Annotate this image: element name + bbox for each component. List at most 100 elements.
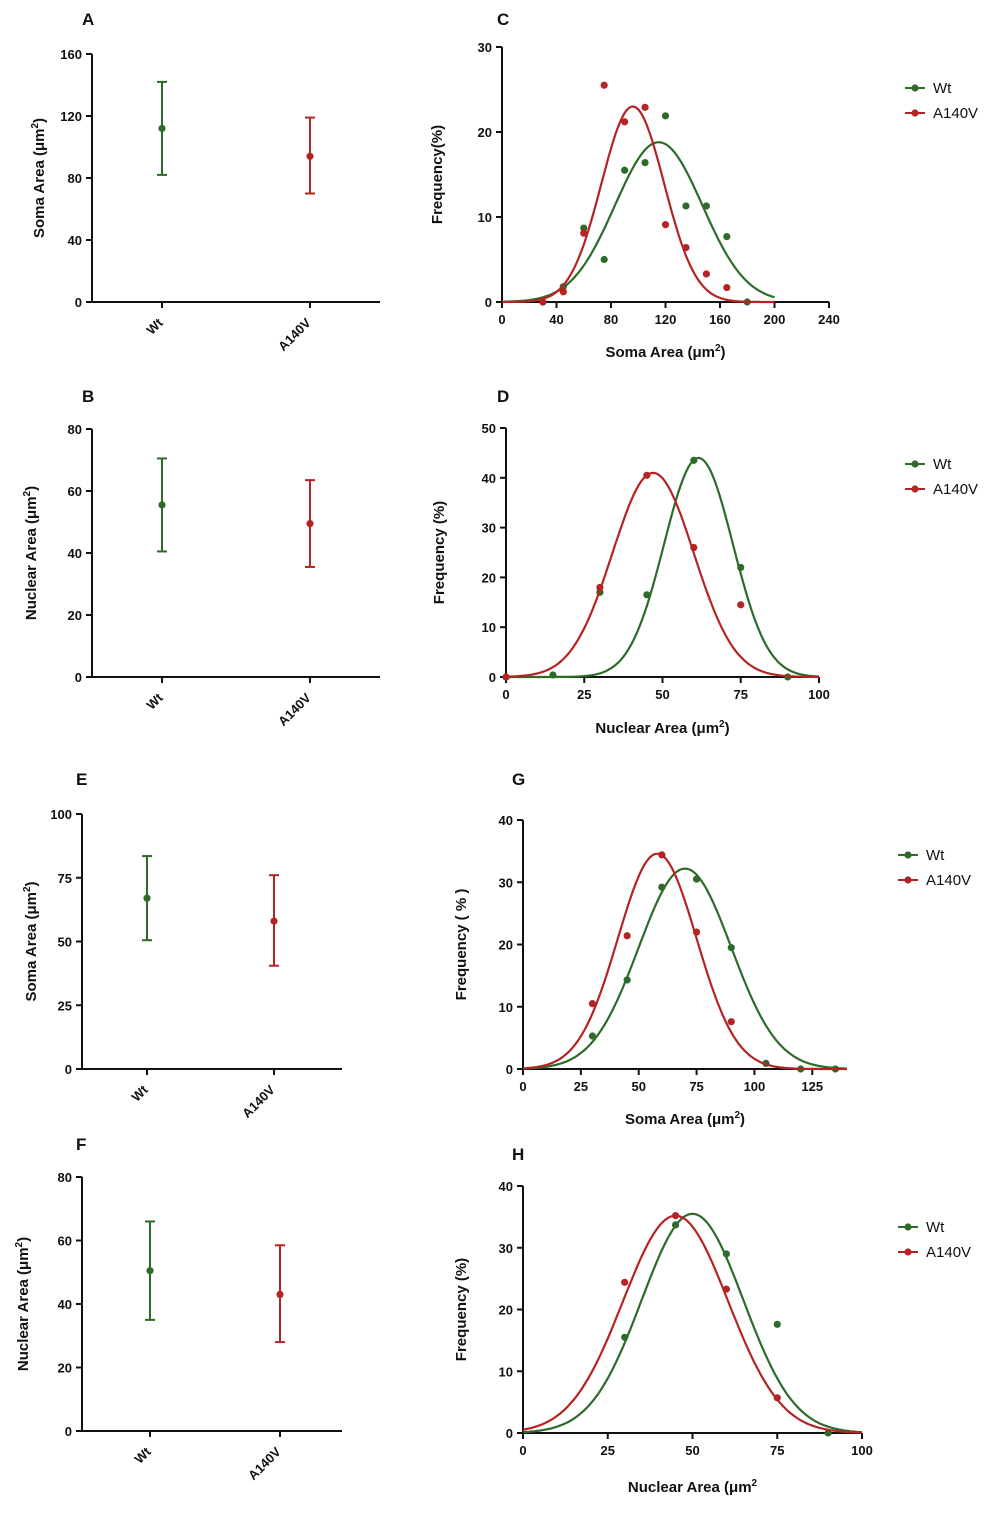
legend-marker — [904, 876, 912, 884]
y-tick-label: 30 — [478, 40, 492, 55]
y-tick-label: 20 — [478, 125, 492, 140]
legend-label: Wt — [926, 1219, 945, 1236]
panel-label: B — [82, 387, 94, 406]
category-label: Wt — [143, 690, 166, 713]
fit-curve — [522, 867, 848, 1070]
y-axis-label-text: Frequency (%) — [453, 1258, 470, 1361]
data-point — [588, 1032, 597, 1040]
legend-marker — [904, 851, 912, 859]
y-axis-label: Frequency ( % ) — [453, 889, 470, 1001]
category-label: A140V — [245, 1444, 284, 1483]
y-tick-label: 50 — [58, 935, 72, 950]
mean-point — [270, 917, 278, 925]
panel-h: H 0 10 20 30 40 Frequency (%) 0 25 50 75 100 Nuclear… — [453, 1145, 971, 1496]
panel-label: D — [497, 387, 509, 406]
x-tick-label: 75 — [770, 1443, 784, 1458]
y-axis-label-text: Nuclear Area (μm — [15, 1247, 32, 1371]
y-tick-label: 0 — [506, 1062, 513, 1077]
data-point — [623, 976, 631, 984]
fit-curve — [502, 105, 775, 304]
x-axis-label-sup: 2 — [752, 1478, 758, 1489]
y-tick-label: 20 — [58, 1361, 72, 1376]
data-point — [722, 1285, 731, 1293]
data-point — [621, 1333, 629, 1341]
data-point — [539, 298, 547, 306]
panel-label: H — [512, 1145, 524, 1164]
fit-curve — [502, 141, 775, 303]
data-point — [692, 928, 701, 936]
legend: Wt A140V — [898, 1219, 971, 1261]
y-tick-label: 40 — [482, 471, 496, 486]
legend: Wt A140V — [905, 80, 978, 122]
legend-label: A140V — [933, 481, 978, 498]
x-tick-label: 25 — [601, 1443, 615, 1458]
y-tick-label: 10 — [482, 620, 496, 635]
x-tick-label: 100 — [808, 687, 830, 702]
y-axis-label-tail: ) — [23, 486, 40, 491]
y-tick-label: 40 — [499, 813, 513, 828]
y-tick-label: 60 — [58, 1234, 72, 1249]
x-axis-label-tail: ) — [725, 720, 730, 737]
series-wt — [522, 1212, 863, 1437]
y-tick-label: 60 — [68, 484, 82, 499]
y-tick-label: 0 — [75, 670, 82, 685]
data-point — [580, 224, 588, 232]
data-point — [623, 932, 631, 940]
x-tick-label: 50 — [685, 1443, 699, 1458]
data-point — [722, 1250, 731, 1258]
data-point — [727, 1018, 735, 1026]
legend-label: Wt — [926, 847, 945, 864]
y-tick-label: 100 — [50, 807, 72, 822]
y-axis-label: Frequency(%) — [429, 125, 446, 224]
y-tick-label: 20 — [499, 1303, 513, 1318]
x-axis-label-tail: ) — [721, 344, 726, 361]
mean-point — [158, 501, 166, 509]
legend-marker — [911, 485, 919, 493]
panel-g: G 0 10 20 30 40 Frequency ( % ) 0 25 50 75 100 125 So… — [453, 770, 971, 1128]
data-point — [671, 1212, 680, 1220]
x-tick-label: 50 — [655, 687, 669, 702]
data-point — [600, 81, 608, 89]
y-tick-label: 40 — [68, 546, 82, 561]
y-tick-label: 30 — [499, 1241, 513, 1256]
panel-label: G — [512, 770, 525, 789]
y-tick-label: 0 — [506, 1426, 513, 1441]
category-label: Wt — [143, 315, 166, 338]
data-point — [600, 255, 608, 264]
x-axis-label-text: Soma Area (μm — [605, 344, 715, 361]
data-point — [727, 944, 735, 952]
data-point — [661, 221, 670, 229]
panel-b: B 0 20 40 60 80 Nuclear Area (μm2) Wt A140V — [22, 387, 380, 729]
y-axis-label: Frequency (%) — [453, 1258, 470, 1361]
data-point — [723, 283, 731, 292]
data-point — [559, 288, 567, 296]
series-wt — [145, 1220, 155, 1321]
data-point — [502, 673, 510, 681]
y-axis-label-text: Soma Area (μm — [23, 892, 40, 1002]
series-a140v — [269, 874, 279, 967]
data-point — [621, 166, 629, 174]
panel-label: F — [76, 1135, 86, 1154]
legend-marker — [911, 460, 919, 468]
data-point — [773, 1394, 781, 1402]
y-tick-label: 80 — [68, 422, 82, 437]
y-tick-label: 10 — [478, 210, 492, 225]
y-axis-label: Nuclear Area (μm2) — [22, 486, 40, 620]
data-point — [661, 112, 670, 120]
y-axis-label-sup: 2 — [22, 886, 33, 892]
y-axis-label: Soma Area (μm2) — [30, 118, 48, 238]
data-point — [682, 244, 690, 252]
y-tick-label: 30 — [499, 875, 513, 890]
x-tick-label: 0 — [519, 1443, 526, 1458]
series-wt — [157, 80, 167, 176]
y-tick-label: 80 — [58, 1170, 72, 1185]
y-axis-label-sup: 2 — [30, 123, 41, 129]
x-tick-label: 0 — [502, 687, 509, 702]
series-a140v — [305, 116, 315, 195]
data-point — [692, 875, 701, 883]
data-point — [723, 232, 731, 241]
series-a140v — [502, 81, 775, 306]
y-tick-label: 0 — [75, 295, 82, 310]
y-axis-label-text: Frequency ( % ) — [453, 889, 470, 1001]
y-tick-label: 40 — [68, 233, 82, 248]
